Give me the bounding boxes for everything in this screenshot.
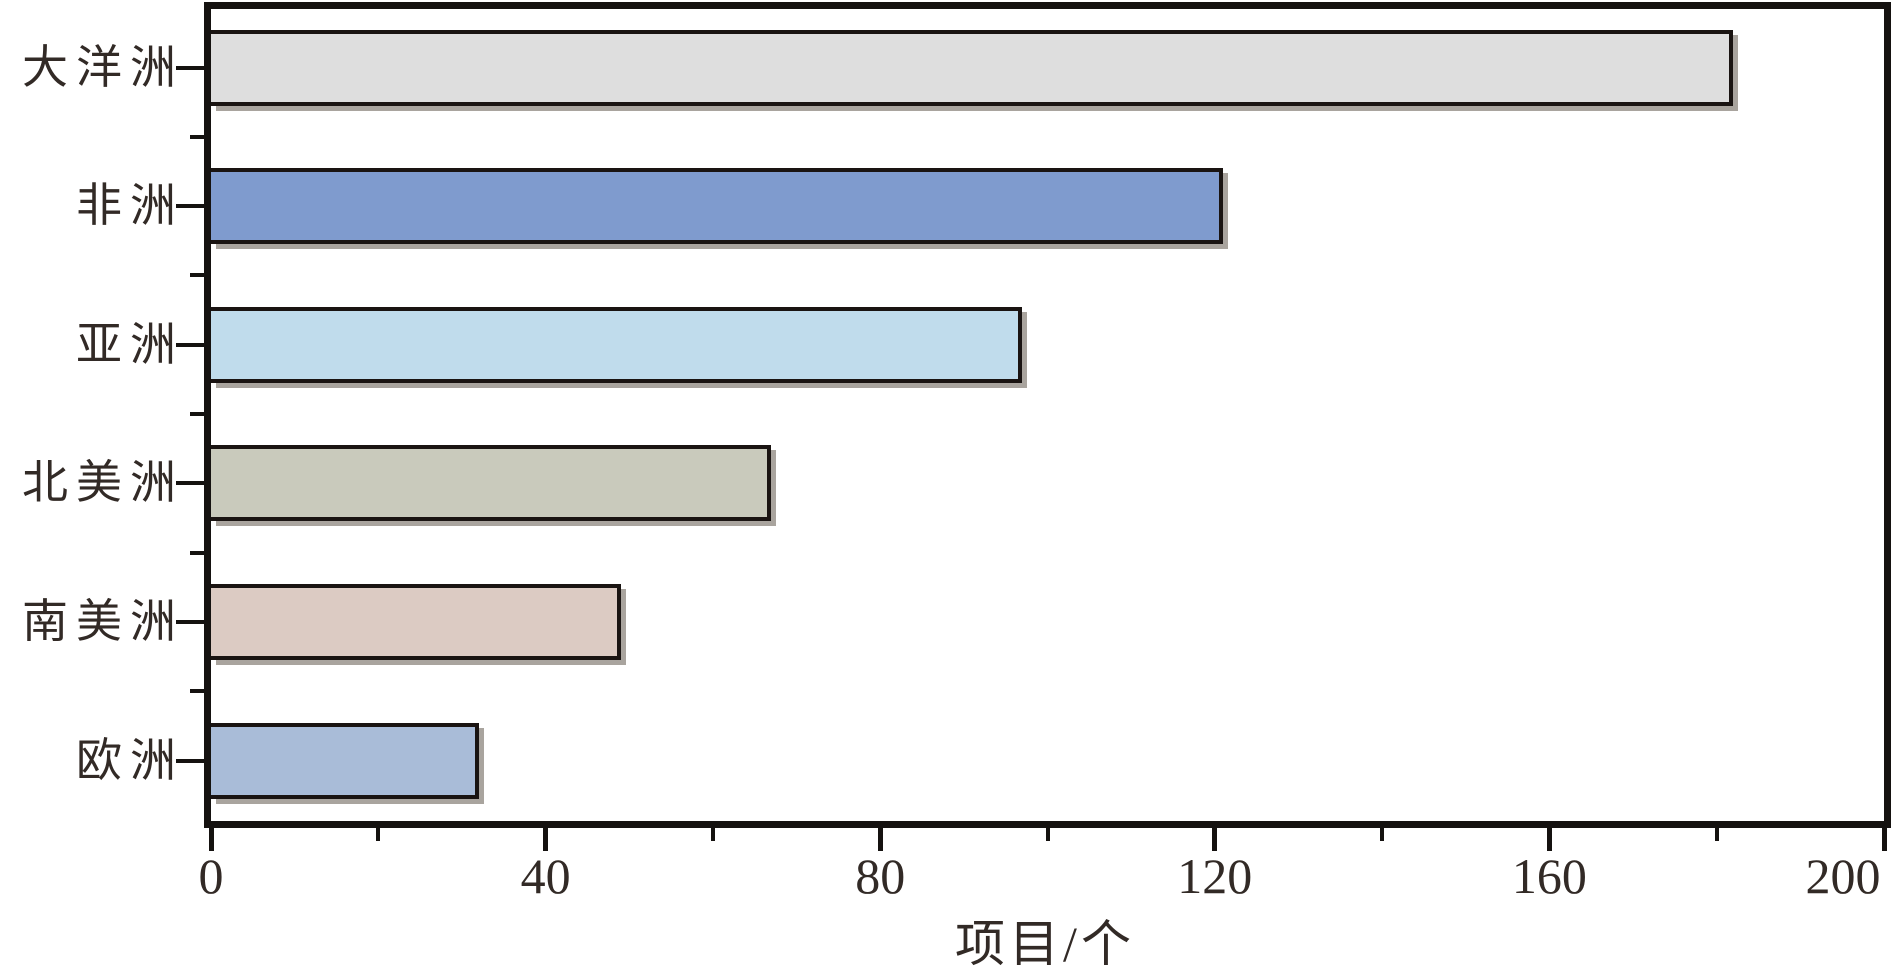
category-label-africa: 非洲 (0, 177, 176, 235)
x-tick-minor-100 (1045, 828, 1050, 841)
bar-oceania (211, 29, 1733, 106)
y-tick-minor (190, 412, 204, 416)
x-tick-label-160: 160 (1511, 848, 1587, 904)
x-tick-minor-140 (1380, 828, 1385, 841)
y-tick-minor (190, 550, 204, 555)
category-label-south-america: 南美洲 (0, 593, 176, 651)
category-label-north-america: 北美洲 (0, 454, 176, 512)
y-tick-major-europe (176, 758, 204, 763)
bar-europe (211, 722, 479, 799)
category-label-text: 欧洲 (76, 734, 184, 786)
x-tick-minor-60 (710, 828, 715, 841)
category-label-text: 南美洲 (22, 595, 184, 647)
x-tick-major-160 (1546, 828, 1552, 851)
x-tick-label-200: 200 (1805, 848, 1881, 904)
bar-north-america (211, 445, 771, 522)
x-tick-label-80: 80 (855, 848, 906, 904)
plot-frame (204, 2, 1891, 828)
x-tick-label-0: 0 (198, 848, 224, 904)
y-tick-minor (190, 273, 204, 278)
x-tick-label-40: 40 (520, 848, 571, 904)
x-tick-label-120: 120 (1177, 848, 1253, 904)
y-tick-minor (190, 134, 204, 139)
x-tick-major-200 (1881, 828, 1887, 851)
y-tick-major-asia (176, 342, 204, 347)
y-tick-major-north-america (176, 481, 204, 486)
x-tick-major-40 (543, 828, 549, 851)
x-axis-label: 项目/个 (955, 916, 1135, 968)
category-label-asia: 亚洲 (0, 316, 176, 374)
category-label-text: 北美洲 (22, 457, 184, 509)
category-label-europe: 欧洲 (0, 732, 176, 790)
category-label-text: 亚洲 (76, 318, 184, 370)
y-tick-minor (190, 689, 204, 694)
bar-south-america (211, 583, 621, 660)
x-tick-minor-180 (1714, 828, 1719, 841)
x-tick-major-0 (208, 828, 214, 851)
x-tick-major-120 (1212, 828, 1218, 851)
x-tick-major-80 (877, 828, 883, 851)
x-tick-minor-20 (376, 828, 381, 841)
y-tick-major-south-america (176, 619, 204, 624)
category-label-oceania: 大洋洲 (0, 39, 176, 97)
bar-africa (211, 168, 1223, 245)
category-label-text: 非洲 (76, 180, 184, 232)
category-label-text: 大洋洲 (22, 41, 184, 93)
y-tick-major-oceania (176, 65, 204, 70)
y-tick-major-africa (176, 204, 204, 209)
bar-asia (211, 306, 1022, 383)
